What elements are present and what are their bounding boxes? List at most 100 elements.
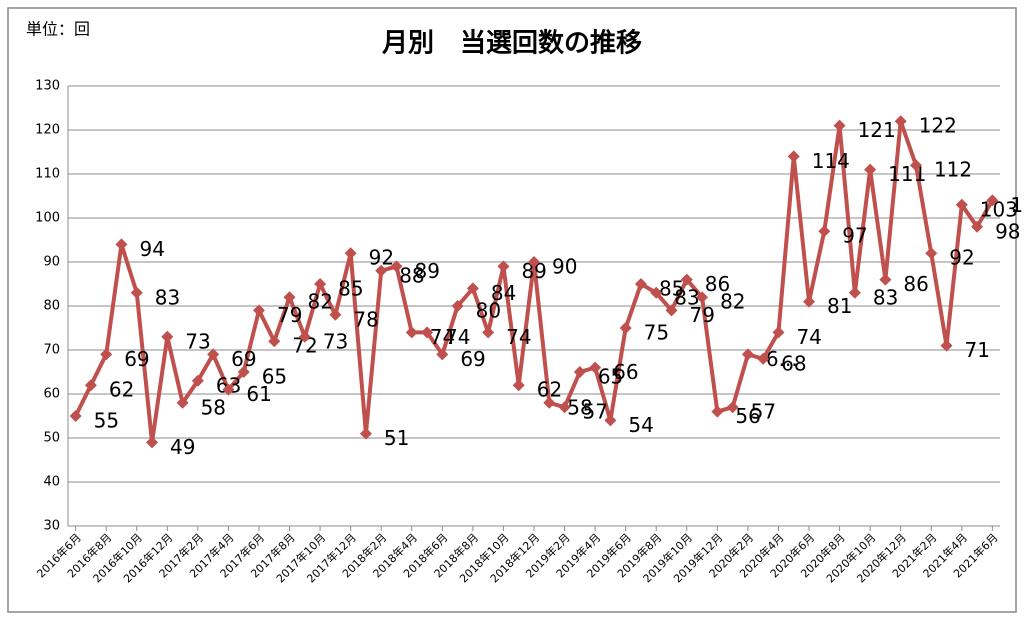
data-label: 80 xyxy=(476,299,501,323)
marker xyxy=(466,282,479,295)
data-label: 83 xyxy=(674,285,699,309)
marker xyxy=(696,291,709,304)
marker xyxy=(405,326,418,339)
data-label: 57 xyxy=(751,400,776,424)
marker xyxy=(512,379,525,392)
data-label: 92 xyxy=(949,246,974,270)
y-tick-label: 120 xyxy=(35,123,60,138)
data-label: 74 xyxy=(445,325,470,349)
marker xyxy=(543,396,556,409)
data-label: 62 xyxy=(109,378,134,402)
marker xyxy=(191,374,204,387)
marker xyxy=(803,295,816,308)
marker xyxy=(634,278,647,290)
data-label: 65 xyxy=(598,365,623,389)
marker xyxy=(146,436,159,449)
data-label: 86 xyxy=(705,272,730,296)
marker xyxy=(359,427,372,440)
data-label: 85 xyxy=(659,277,684,301)
marker xyxy=(283,291,296,304)
data-label: 90 xyxy=(552,255,577,279)
data-label: 54 xyxy=(628,413,653,437)
marker xyxy=(558,401,571,414)
marker xyxy=(314,278,327,290)
data-label: 85 xyxy=(338,277,363,301)
marker xyxy=(650,286,663,299)
marker xyxy=(390,260,403,273)
marker xyxy=(375,264,388,277)
data-label: 73 xyxy=(323,329,348,353)
marker xyxy=(680,273,693,286)
data-label: 83 xyxy=(873,285,898,309)
marker xyxy=(130,286,143,299)
data-label: 86 xyxy=(903,272,928,296)
marker xyxy=(772,326,785,339)
marker xyxy=(925,247,938,260)
data-label: 74 xyxy=(796,325,821,349)
marker xyxy=(726,401,739,414)
data-label: 88 xyxy=(399,263,424,287)
data-label: 103 xyxy=(980,197,1018,221)
y-tick-label: 50 xyxy=(43,431,60,446)
data-label: 69 xyxy=(124,347,149,371)
marker xyxy=(497,260,510,273)
marker xyxy=(665,304,678,317)
marker xyxy=(329,308,342,321)
marker xyxy=(955,198,968,211)
data-label: 82 xyxy=(308,290,333,314)
y-tick-label: 60 xyxy=(43,387,60,402)
data-label: 83 xyxy=(155,285,180,309)
y-tick-label: 80 xyxy=(43,299,60,314)
data-label: 75 xyxy=(644,321,669,345)
marker xyxy=(237,366,250,378)
data-label: 98 xyxy=(995,219,1020,243)
marker xyxy=(787,150,800,163)
data-label: 121 xyxy=(858,118,896,142)
data-label: 97 xyxy=(842,224,867,248)
marker xyxy=(818,225,831,238)
marker xyxy=(482,326,495,339)
data-label: 78 xyxy=(353,307,378,331)
data-label: 58 xyxy=(201,395,226,419)
marker xyxy=(436,348,449,361)
marker xyxy=(833,119,846,132)
marker xyxy=(940,339,953,352)
data-label: 79 xyxy=(277,303,302,327)
data-label: 84 xyxy=(491,281,516,305)
chart-title: 月別 当選回数の推移 xyxy=(381,29,642,59)
marker xyxy=(741,348,754,361)
y-tick-label: 30 xyxy=(43,519,60,534)
marker xyxy=(711,405,724,418)
data-label: 57 xyxy=(583,400,608,424)
data-label: 58 xyxy=(567,395,592,419)
marker xyxy=(573,366,586,378)
unit-label: 単位：回 xyxy=(26,20,90,39)
y-tick-label: 90 xyxy=(43,255,60,270)
marker xyxy=(619,322,632,334)
marker xyxy=(176,396,189,409)
marker xyxy=(894,115,907,128)
marker xyxy=(986,194,999,207)
data-label: 68 xyxy=(781,351,806,375)
marker xyxy=(161,330,174,343)
data-label: 55 xyxy=(94,409,119,433)
data-label: 56 xyxy=(735,404,760,428)
y-tick-label: 40 xyxy=(43,475,60,490)
marker xyxy=(909,159,922,172)
data-label: 73 xyxy=(185,329,210,353)
data-label: 65 xyxy=(262,365,287,389)
data-label: 69 xyxy=(460,347,485,371)
chart-frame xyxy=(7,7,1017,613)
data-label: 82 xyxy=(720,290,745,314)
marker xyxy=(879,273,892,286)
marker xyxy=(344,247,357,260)
data-label: 66 xyxy=(613,360,638,384)
marker xyxy=(757,352,770,365)
marker xyxy=(207,348,220,361)
data-label: 49 xyxy=(170,435,195,459)
marker xyxy=(604,414,617,427)
data-label: 74 xyxy=(430,325,455,349)
marker xyxy=(69,410,82,422)
marker xyxy=(528,256,540,268)
